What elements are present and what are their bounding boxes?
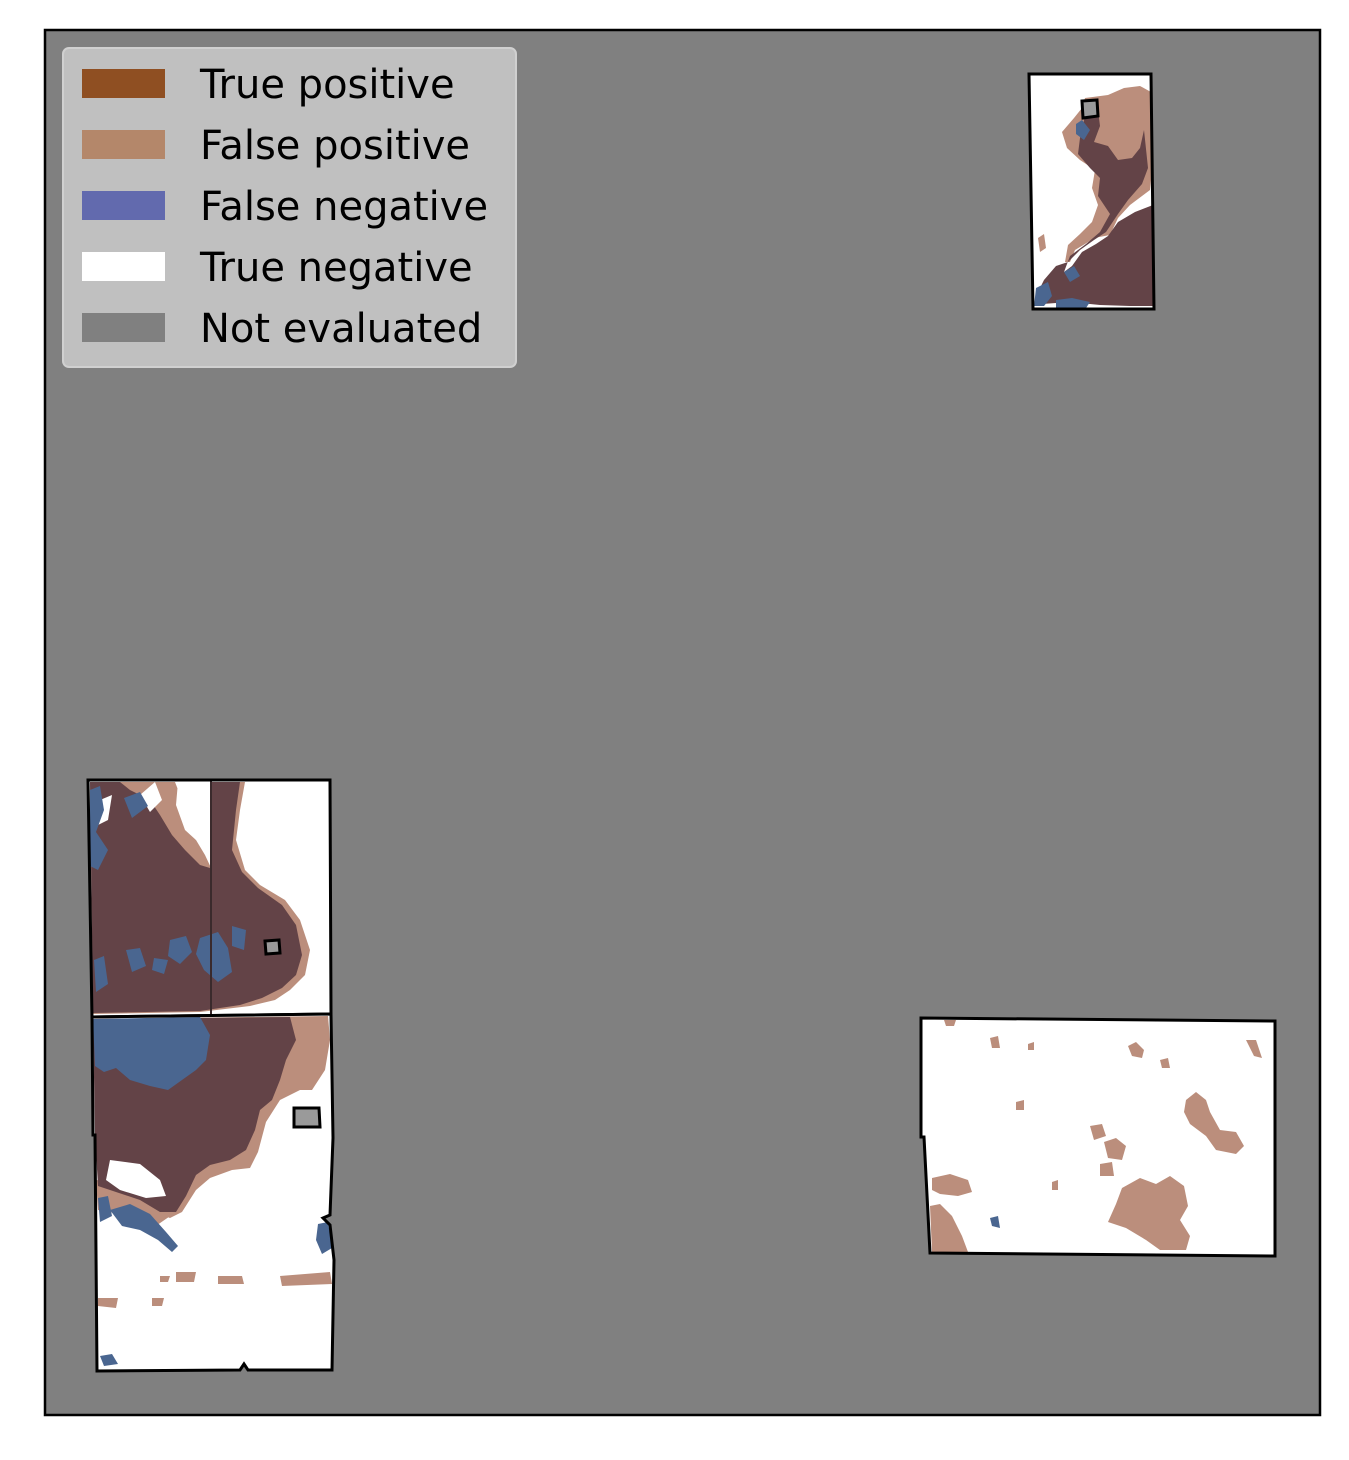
parcel-bl-lower-white-gap bbox=[106, 1160, 166, 1198]
legend-swatch-false-positive bbox=[82, 130, 165, 159]
legend-label-true-negative: True negative bbox=[199, 245, 473, 291]
legend-label-false-positive: False positive bbox=[200, 123, 470, 169]
legend-swatch-not-evaluated bbox=[82, 313, 165, 342]
legend-swatch-false-negative bbox=[82, 191, 165, 220]
parcel-bl-upper-excluded-area bbox=[263, 938, 282, 956]
parcel-bottom-left-lower bbox=[90, 1012, 336, 1373]
parcel-top-right-true-positive bbox=[1036, 110, 1153, 306]
parcel-bl-upper-true-positive bbox=[90, 782, 302, 1013]
parcel-top-right-outline bbox=[1027, 72, 1156, 311]
legend-frame bbox=[62, 47, 517, 368]
parcel-top-right-small-patch bbox=[1038, 234, 1046, 252]
legend: True positive False positive False negativ… bbox=[62, 47, 517, 368]
parcel-top-right-excluded-area bbox=[1080, 98, 1100, 120]
parcel-br-outline bbox=[919, 1016, 1277, 1258]
parcel-bl-lower-excluded-area bbox=[292, 1106, 322, 1129]
parcel-br-false-positive bbox=[930, 1020, 1262, 1252]
parcel-bl-upper-false-negative bbox=[90, 786, 246, 992]
parcel-bottom-right bbox=[919, 1016, 1277, 1258]
legend-swatch-true-negative bbox=[82, 252, 165, 281]
legend-label-false-negative: False negative bbox=[200, 184, 488, 230]
parcel-top-right-false-negative bbox=[1034, 120, 1090, 308]
parcel-bl-upper-white-gaps bbox=[98, 782, 203, 840]
legend-label-true-positive: True positive bbox=[199, 62, 455, 108]
parcel-br-false-negative bbox=[990, 1216, 1000, 1228]
parcel-bottom-left-upper bbox=[86, 778, 333, 1019]
parcel-bl-lower-outline bbox=[90, 1012, 336, 1373]
parcel-bl-lower-false-negative bbox=[93, 1017, 332, 1366]
parcel-top-right bbox=[1027, 72, 1156, 311]
legend-swatch-true-positive bbox=[82, 69, 165, 98]
legend-label-not-evaluated: Not evaluated bbox=[200, 306, 482, 352]
parcel-bl-lower-scattered-fp bbox=[98, 1272, 332, 1308]
